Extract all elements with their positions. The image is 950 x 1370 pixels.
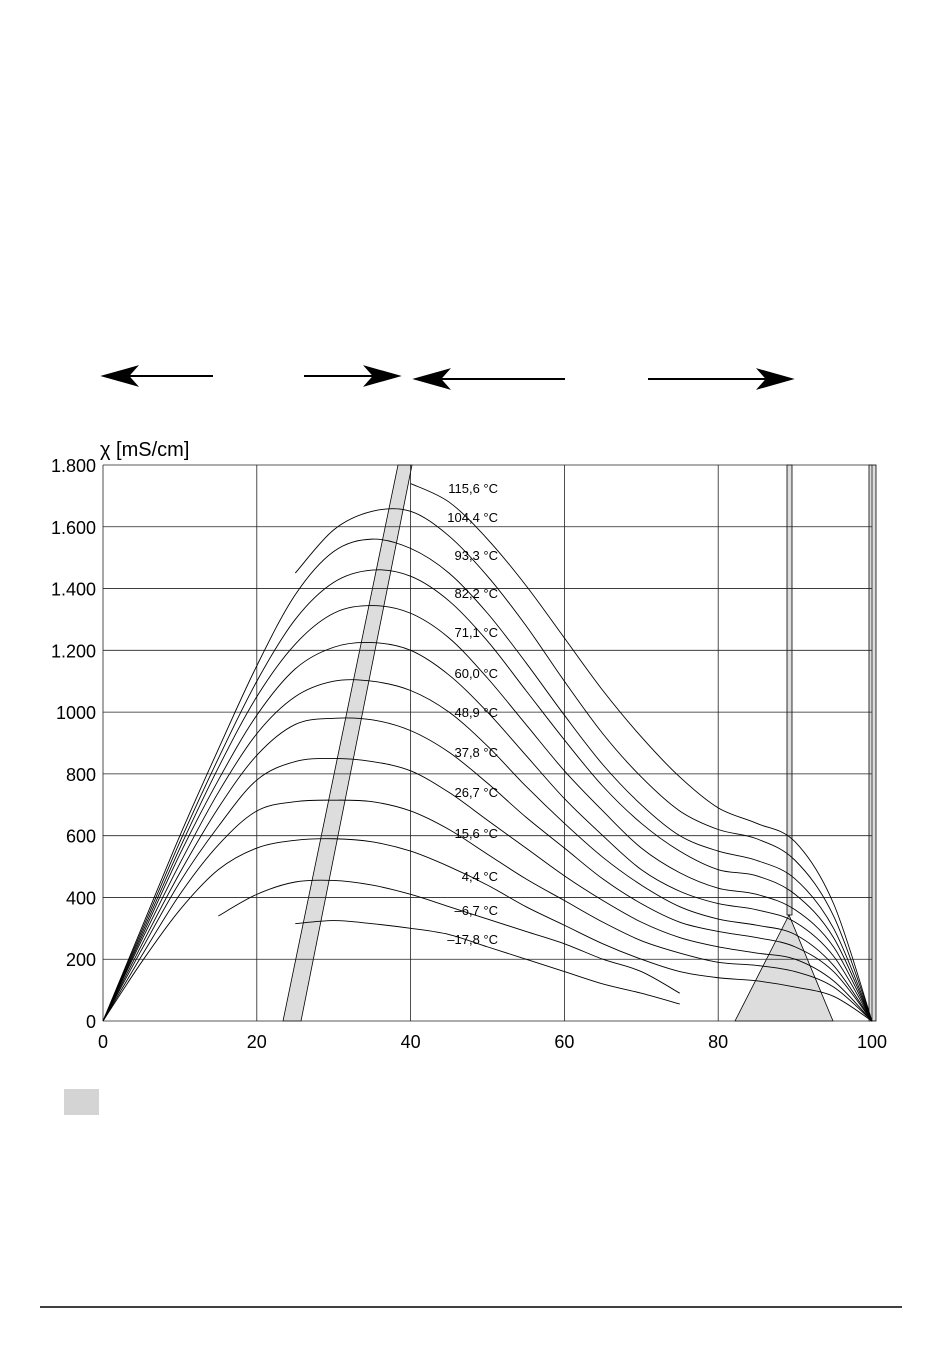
band — [282, 464, 413, 1022]
series-line — [295, 920, 680, 1005]
series-label: 104,4 °C — [447, 510, 498, 525]
series-line — [102, 642, 873, 1022]
series-line — [102, 569, 873, 1022]
x-tick-label: 80 — [708, 1032, 728, 1052]
series-label: 37,8 °C — [454, 745, 498, 760]
y-tick-label: 0 — [86, 1012, 96, 1032]
y-tick-label: 200 — [66, 950, 96, 970]
arrows — [100, 365, 795, 390]
y-tick-label: 1.800 — [51, 456, 96, 476]
y-axis-label: χ [mS/cm] — [100, 439, 189, 461]
series-label: 4,4 °C — [462, 869, 498, 884]
series-label: 93,3 °C — [454, 548, 498, 563]
y-tick-label: 400 — [66, 888, 96, 908]
series-label: 48,9 °C — [454, 705, 498, 720]
series-label: –17,8 °C — [447, 932, 498, 947]
series-line — [102, 757, 873, 1022]
y-tick-label: 1.400 — [51, 580, 96, 600]
band — [786, 464, 793, 916]
series-label: 115,6 °C — [448, 481, 498, 496]
arrow-head — [755, 368, 795, 390]
x-tick-label: 100 — [857, 1032, 887, 1052]
arrow-head — [362, 365, 402, 387]
x-tick-label: 0 — [98, 1032, 108, 1052]
shaded-regions — [282, 464, 877, 1022]
series-line — [410, 483, 873, 1022]
series-label: 60,0 °C — [454, 666, 498, 681]
x-tick-label: 60 — [554, 1032, 574, 1052]
arrow-head — [100, 365, 140, 387]
y-tick-label: 1000 — [56, 703, 96, 723]
band — [734, 914, 834, 1022]
arrow-head — [412, 368, 452, 390]
x-tick-label: 20 — [247, 1032, 267, 1052]
series-label: 26,7 °C — [454, 785, 498, 800]
series-line — [218, 879, 680, 994]
series-line — [102, 838, 873, 1022]
series-line — [294, 508, 873, 1022]
series-label: 71,1 °C — [454, 625, 498, 640]
series-label: 82,2 °C — [454, 586, 498, 601]
series-line — [102, 799, 873, 1022]
legend-swatch — [64, 1089, 99, 1115]
series-line — [102, 679, 873, 1022]
series-label: 15,6 °C — [454, 826, 498, 841]
series-line — [102, 605, 873, 1022]
y-tick-label: 800 — [66, 765, 96, 785]
band — [868, 464, 877, 1022]
series-line — [102, 538, 873, 1022]
y-tick-label: 1.600 — [51, 518, 96, 538]
y-tick-label: 600 — [66, 827, 96, 847]
series-line — [102, 717, 873, 1022]
series-label: –6,7 °C — [454, 903, 498, 918]
y-tick-label: 1.200 — [51, 641, 96, 661]
x-tick-label: 40 — [401, 1032, 421, 1052]
